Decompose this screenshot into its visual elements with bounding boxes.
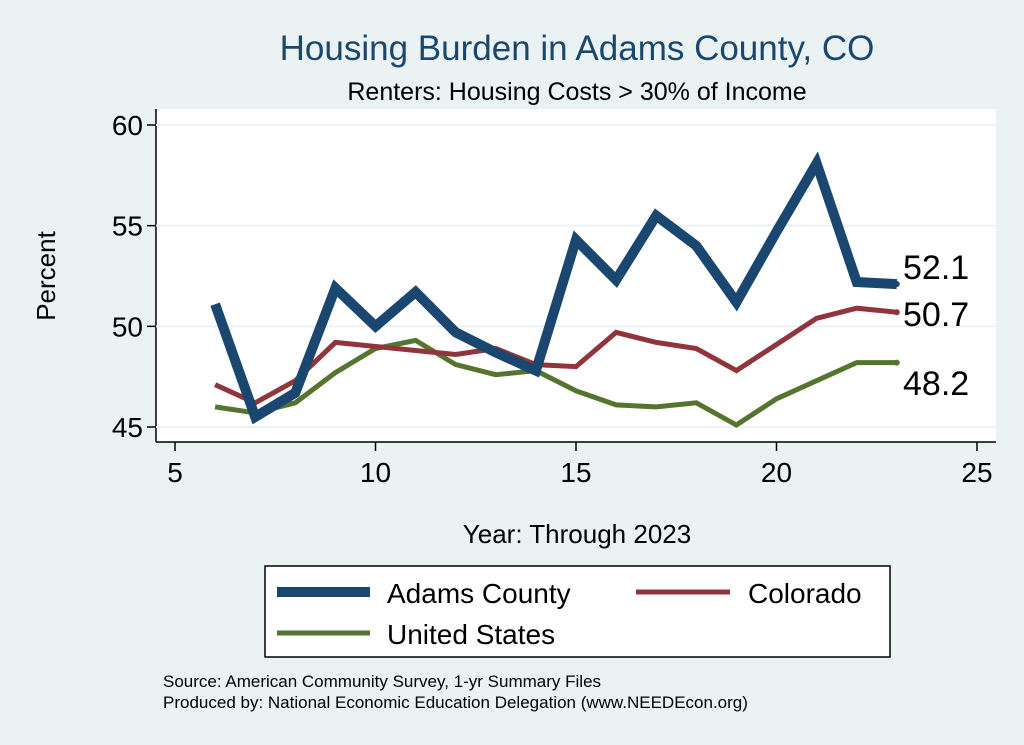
y-axis-ticks: 45 50 55 60 [112,110,156,443]
series-line-adams-county [210,151,898,425]
legend-item-united-states: United States [277,619,555,650]
end-label-colorado: 50.7 [903,296,969,334]
end-point-colorado [893,309,900,316]
y-tick-label-45: 45 [112,412,143,443]
end-labels: 52.1 50.7 48.2 [903,249,969,403]
producer-note: Produced by: National Economic Education… [163,693,748,712]
legend-item-colorado: Colorado [636,578,862,609]
x-tick-label-15: 15 [560,457,591,488]
chart-title: Housing Burden in Adams County, CO [280,29,875,68]
x-axis-title: Year: Through 2023 [463,519,691,549]
legend-label-colorado: Colorado [748,578,862,609]
x-tick-label-10: 10 [360,457,391,488]
x-tick-label-20: 20 [761,457,792,488]
series-lines [210,151,900,428]
source-note: Source: American Community Survey, 1-yr … [163,672,601,691]
end-point-adams-county [893,281,900,288]
end-point-united-states [893,359,900,366]
grid-lines [156,124,996,428]
series-line-colorado [214,305,898,406]
chart-subtitle: Renters: Housing Costs > 30% of Income [347,78,806,106]
end-label-united-states: 48.2 [903,365,969,403]
series-line-united-states [214,337,897,428]
legend-label-adams-county: Adams County [387,578,571,609]
y-tick-label-60: 60 [112,110,143,141]
legend-label-united-states: United States [387,619,555,650]
y-tick-label-50: 50 [112,311,143,342]
x-axis-ticks: 5 10 15 20 25 [167,442,993,488]
x-tick-label-25: 25 [961,457,992,488]
y-tick-label-55: 55 [112,211,143,242]
end-label-adams-county: 52.1 [903,249,969,287]
legend-item-adams-county: Adams County [277,578,571,609]
y-axis-title: Percent [31,230,61,320]
legend-box [264,565,891,658]
x-tick-label-5: 5 [167,457,183,488]
